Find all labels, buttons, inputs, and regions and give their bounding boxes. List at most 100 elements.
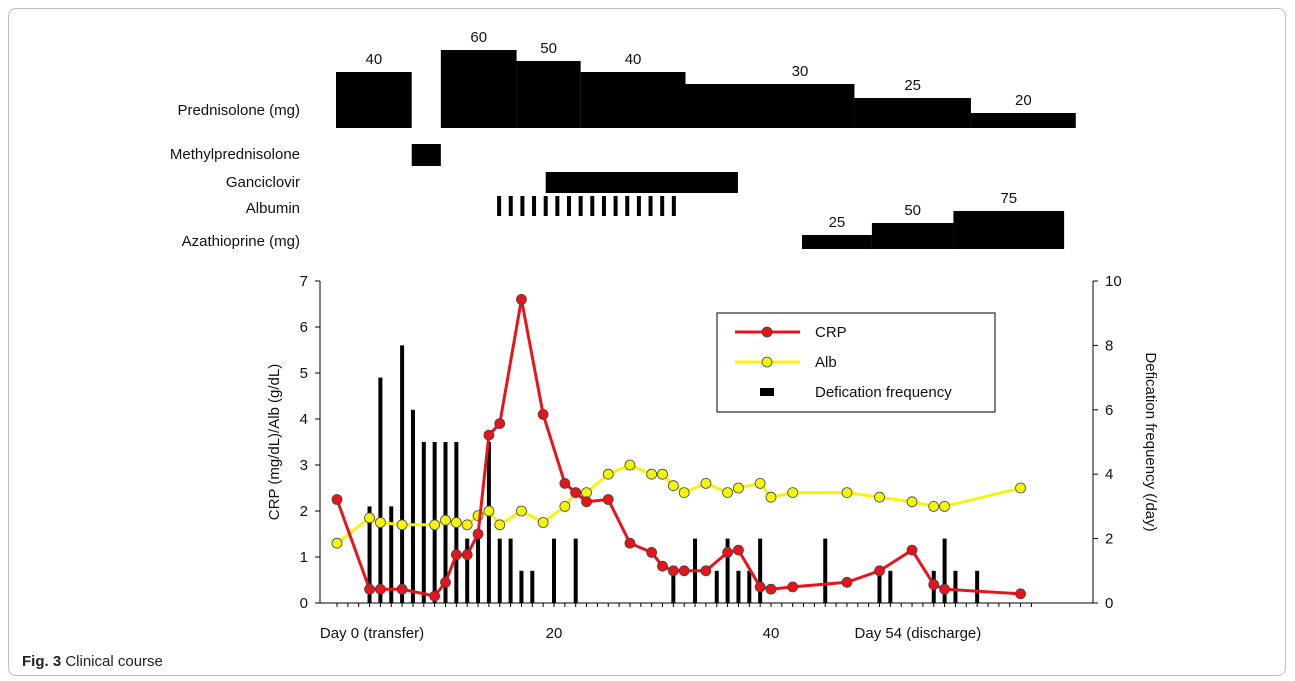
defecation-bar [671,570,676,603]
crp-point [678,565,690,577]
defecation-bar [552,538,556,603]
prednisolone-bar [685,84,855,128]
crp-point [754,581,766,593]
prednisolone-bar [336,72,412,128]
prednisolone-dose-label: 20 [1015,92,1032,109]
alb-point [396,519,408,531]
albumin-dose-mark [497,196,502,216]
crp-point [472,528,484,540]
alb-point [722,487,733,499]
crp-point [939,583,950,595]
alb-point [537,517,549,528]
crp-point [581,496,592,508]
prednisolone-dose-label: 30 [792,63,809,80]
crp-point [429,590,441,602]
legend-label: Alb [815,354,837,371]
alb-point [331,537,343,549]
legend-swatch-marker [761,356,773,368]
y-left-tick-label: 0 [300,595,308,612]
y-right-tick-label: 0 [1105,595,1113,612]
crp-point [841,576,853,588]
ganciclovir-bar [545,172,738,193]
alb-point [667,480,679,492]
crp-point [537,408,549,420]
alb-line [336,463,1021,545]
albumin-dose-mark [660,196,665,216]
alb-point [906,496,918,508]
crp-point [906,544,918,556]
crp-point [1015,588,1026,600]
azathioprine-dose-label: 50 [904,202,921,219]
defecation-bar [465,538,470,603]
defecation-bar [975,570,980,603]
defecation-bar [758,538,763,603]
x-tick-label: Day 54 (discharge) [855,625,982,642]
defecation-bar [736,570,741,603]
azathioprine-bar [871,223,954,249]
defecation-bar [378,377,383,603]
y-left-tick-label: 4 [300,411,308,428]
alb-point [483,505,495,517]
crp-line [335,299,1021,598]
defecation-bar [714,570,719,603]
legend: CRP Alb Defication frequency [716,312,996,413]
legend-label: CRP [815,324,847,341]
y-axis-right-title: Defication frequency (/day) [1142,352,1159,531]
defecation-bar [508,538,513,603]
y-left-tick-label: 1 [300,549,308,566]
methylprednisolone-bar [411,144,441,166]
label-methylprednisolone: Methylprednisolone [170,146,300,163]
azathioprine-dose-label: 75 [1000,190,1017,207]
x-tick-label: 20 [546,625,563,642]
albumin-dose-mark [508,196,513,216]
crp-point [602,494,614,505]
alb-point [657,468,668,480]
crp-point [461,549,473,561]
alb-point [516,505,527,517]
y-left-tick-label: 3 [300,457,308,474]
alb-point [581,487,592,499]
albumin-dose-mark [520,196,525,216]
alb-point [450,517,462,528]
caption-text: Clinical course [65,653,163,670]
prednisolone-dose-label: 40 [366,51,383,68]
alb-point [461,519,473,531]
alb-point [928,500,940,512]
crp-point [624,537,636,549]
y-left-tick-label: 2 [300,503,308,520]
clinical-chart: 0 1 2 3 4 5 6 7 0 2 4 6 8 10 Day 0 (transfer) 20 40 Day 5… [266,273,1159,642]
albumin-dose-mark [590,196,595,216]
crp-point [928,579,940,590]
alb-point [440,514,451,526]
x-tick-label: 40 [763,625,780,642]
albumin-dose-mark [601,196,606,216]
crp-point [559,477,571,489]
y-left-tick-label: 7 [300,273,308,290]
defecation-bar [410,409,415,603]
albumin-dose-mark [648,196,653,216]
x-tick-label: Day 0 (transfer) [320,625,424,642]
alb-point [874,491,885,503]
azathioprine-bar [802,235,872,249]
alb-point [841,487,853,499]
y-right-tick-label: 2 [1105,531,1113,548]
defecation-bar [519,570,524,603]
defecation-bar [389,506,394,603]
figure-frame [8,8,1286,676]
alb-point [1015,482,1026,494]
legend-swatch-marker [761,326,773,338]
figure-caption: Fig. 3 Clinical course [22,653,163,670]
defecation-bar [476,538,481,603]
legend-label: Defication frequency [815,384,952,401]
alb-point [754,477,766,489]
crp-point [667,565,679,577]
defecation-bar [953,570,958,603]
alb-point [700,477,712,489]
azathioprine-bar [953,211,1065,249]
defecation-bar [573,538,578,603]
prednisolone-dose-label: 40 [625,51,642,68]
albumin-dose-mark [532,196,537,216]
defecation-bar [400,345,405,603]
prednisolone-bar [854,98,971,128]
y-axis-left-title: CRP (mg/dL)/Alb (g/dL) [266,364,283,520]
